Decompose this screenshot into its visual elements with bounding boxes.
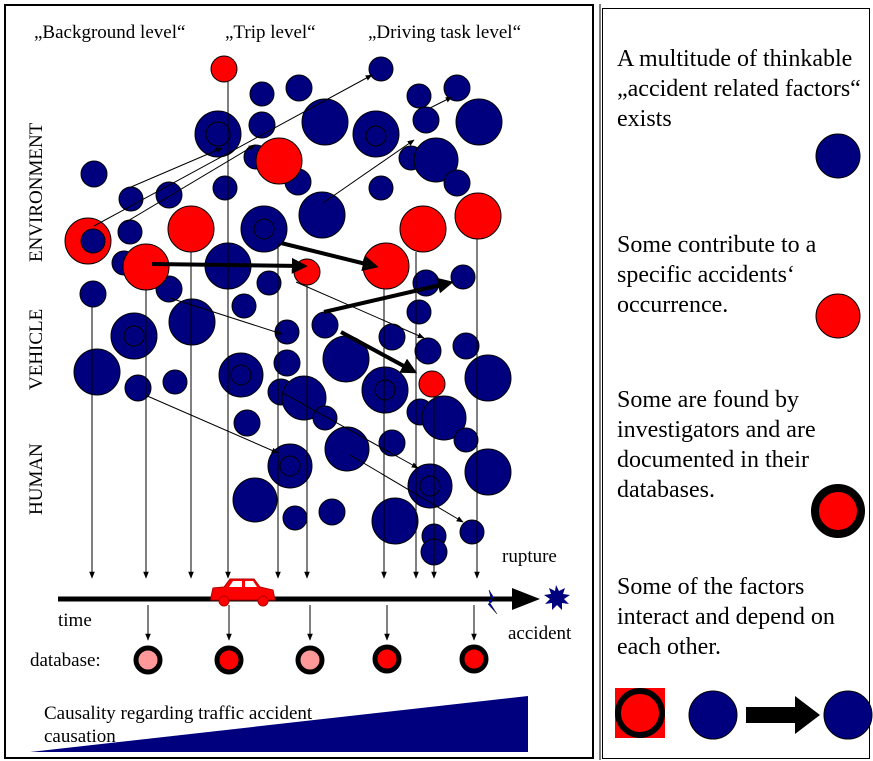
factor-circle <box>464 354 512 402</box>
rupture-icon <box>487 589 498 615</box>
contributing-circle <box>167 205 215 253</box>
legend-contribute-text: Some contribute to a specific accidents‘… <box>617 232 817 318</box>
factor-circle <box>162 369 188 395</box>
factor-circle <box>233 409 261 437</box>
factor-circle <box>452 332 480 360</box>
database-record <box>214 645 244 675</box>
factor-circle <box>407 463 453 509</box>
factor-circle <box>117 219 143 245</box>
factor-circle <box>80 160 108 188</box>
factor-circle <box>311 311 339 339</box>
factor-circle <box>248 111 276 139</box>
legend-panel <box>602 8 870 759</box>
contributing-circle <box>418 370 446 398</box>
factor-circle <box>318 498 346 526</box>
factor-circle <box>168 298 216 346</box>
factor-circle <box>371 497 419 545</box>
factor-circle <box>256 270 282 296</box>
factor-circle <box>453 427 479 453</box>
contributing-circle <box>122 243 170 291</box>
database-label: database: <box>30 650 101 671</box>
database-record <box>133 645 163 675</box>
factor-circle <box>301 98 349 146</box>
causality-wedge <box>30 696 528 752</box>
factor-circle <box>249 81 275 107</box>
contributing-circle <box>399 205 447 253</box>
timeline-axis <box>58 585 570 615</box>
accident-label: accident <box>508 623 572 644</box>
factor-circle <box>73 348 121 396</box>
factor-circle <box>281 375 327 421</box>
time-projection-arrows <box>89 82 480 641</box>
factor-circle <box>352 110 400 158</box>
factor-circle <box>218 352 264 398</box>
factor-circle <box>406 83 432 109</box>
factor-circle <box>412 106 440 134</box>
contributing-circle <box>454 192 502 240</box>
database-record <box>295 645 325 675</box>
background-level-label: „Background level“ <box>34 22 186 43</box>
factor-circle <box>443 169 471 197</box>
factor-circle <box>324 426 370 472</box>
factor-circle <box>124 374 152 402</box>
factor-circle <box>464 448 512 496</box>
trip-level-label: „Trip level“ <box>225 22 316 43</box>
factor-circle <box>240 205 288 253</box>
factor-circle <box>273 349 301 377</box>
factor-circle <box>368 175 394 201</box>
factor-circle <box>110 312 158 360</box>
rupture-label: rupture <box>502 546 557 567</box>
factor-circle <box>455 98 503 146</box>
factor-circle <box>443 74 471 102</box>
time-label: time <box>58 610 92 631</box>
inner-ring-marks <box>123 121 441 497</box>
thin-interaction-arrows <box>93 74 464 523</box>
factor-circle <box>421 395 467 441</box>
factor-circle <box>274 319 300 345</box>
factor-circle <box>414 337 442 365</box>
factor-circle <box>232 477 278 523</box>
factor-circle <box>406 299 432 325</box>
causality-label: Causality regarding traffic accident cau… <box>44 703 313 747</box>
factor-circle <box>368 56 394 82</box>
factor-circle <box>282 505 308 531</box>
factor-circle <box>298 191 346 239</box>
factor-circle <box>155 181 183 209</box>
factor-circle <box>450 264 476 290</box>
factor-circle <box>212 175 238 201</box>
contributing-circle <box>210 55 238 83</box>
accident-star-icon <box>544 585 570 610</box>
factor-circle <box>361 366 409 414</box>
factor-circle <box>285 74 313 102</box>
legend-found-text: Some are found by investigators and are … <box>617 387 816 503</box>
factor-circle <box>459 519 485 545</box>
factor-circle <box>312 405 338 431</box>
car-icon <box>210 578 276 607</box>
database-record <box>459 644 489 674</box>
factor-circle <box>118 186 144 212</box>
contributing-circle <box>255 137 303 185</box>
factor-circles <box>73 56 512 566</box>
factor-circle <box>79 280 107 308</box>
factor-circle <box>231 293 257 319</box>
database-record <box>372 644 402 674</box>
legend-multitude-text: A multitude of thinkable „accident relat… <box>617 46 861 132</box>
legend-interact-text: Some of the factors interact and depend … <box>617 574 835 660</box>
factor-circle <box>413 137 459 183</box>
factor-circle <box>194 110 242 158</box>
driving-task-level-label: „Driving task level“ <box>368 22 522 43</box>
contributing-circle <box>293 258 321 286</box>
factor-circle <box>267 443 313 489</box>
factor-circle <box>378 429 406 457</box>
database-records <box>133 644 489 675</box>
